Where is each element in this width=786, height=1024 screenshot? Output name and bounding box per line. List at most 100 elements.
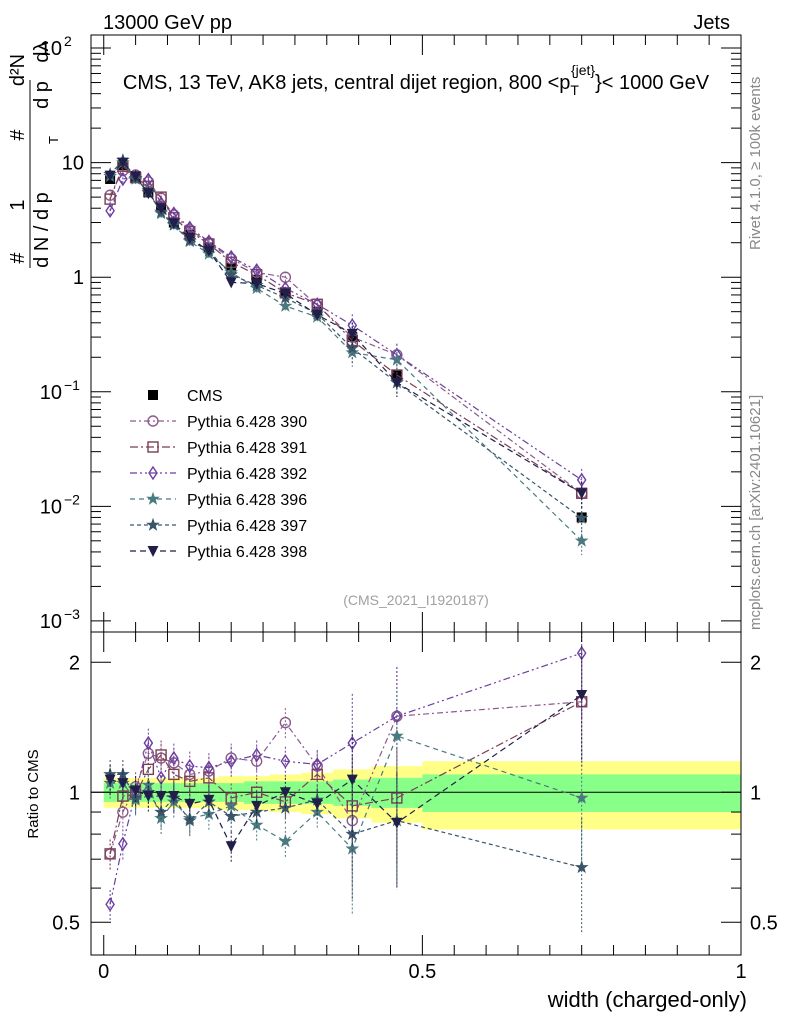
legend-marker-p396 bbox=[146, 491, 160, 505]
series-line-p390 bbox=[109, 169, 583, 494]
ratio-point-p392 bbox=[392, 708, 402, 724]
ratio-point-p392 bbox=[251, 747, 262, 763]
legend-label-cms: CMS bbox=[187, 388, 223, 405]
ratio-point-p396 bbox=[278, 834, 293, 848]
header-process: 13000 GeV pp bbox=[103, 12, 232, 34]
title-text: CMS, 13 TeV, AK8 jets, central dijet reg… bbox=[123, 72, 571, 94]
data-point-p398 bbox=[391, 377, 403, 389]
ratio-point-p398 bbox=[251, 800, 263, 812]
main-series-layer bbox=[103, 152, 589, 556]
legend-marker-p391 bbox=[147, 441, 159, 453]
x-tick-label: 0.5 bbox=[408, 961, 436, 983]
ratio-point-p391 bbox=[155, 749, 167, 761]
ratio-plot-panel: 0.5 0.51 12 2 0 0.5 1 Ratio to CMS width (cha… bbox=[25, 631, 778, 1012]
legend-marker-p390 bbox=[147, 415, 159, 427]
header-category: Jets bbox=[693, 12, 730, 34]
ratio-x-axis: 0 0.5 1 bbox=[98, 632, 747, 983]
y-tick-label: 10 bbox=[40, 38, 62, 60]
x-tick-label: 0 bbox=[98, 961, 109, 983]
ratio-point-p396 bbox=[390, 728, 404, 742]
data-point-p398 bbox=[203, 245, 215, 257]
analysis-watermark: (CMS_2021_I1920187) bbox=[343, 592, 489, 608]
series-line-p391 bbox=[109, 165, 583, 494]
ratio-point-p398 bbox=[311, 798, 323, 810]
legend-label-p396: Pythia 6.428 396 bbox=[187, 492, 307, 509]
ratio-point-p392 bbox=[226, 753, 237, 769]
data-point-p398 bbox=[155, 203, 167, 215]
ratio-y-axis-label: Ratio to CMS bbox=[25, 749, 42, 838]
ratio-point-p398 bbox=[168, 791, 180, 803]
y-tick-label: 10 bbox=[40, 382, 62, 404]
ratio-point-p398 bbox=[155, 791, 167, 803]
title-text: }< 1000 GeV bbox=[595, 72, 710, 94]
ratio-point-p398 bbox=[279, 787, 291, 799]
ratio-line-p392 bbox=[109, 652, 582, 905]
y-tick-exponent: −1 bbox=[64, 377, 80, 393]
ratio-y-tick-label: 1 bbox=[69, 782, 80, 804]
ratio-line-p396 bbox=[110, 735, 582, 850]
data-point-p392 bbox=[226, 249, 237, 265]
data-point-p396 bbox=[574, 533, 589, 547]
ratio-y-tick-label-right: 0.5 bbox=[750, 912, 778, 934]
data-point-p396 bbox=[278, 298, 293, 312]
y-tick-label: 10 bbox=[62, 153, 84, 175]
ratio-point-p398 bbox=[184, 798, 196, 810]
legend-marker-p398 bbox=[147, 546, 159, 557]
data-point-p398 bbox=[130, 171, 142, 183]
data-point-p392 bbox=[105, 203, 115, 219]
ratio-point-p392 bbox=[347, 735, 358, 751]
data-point-p398 bbox=[251, 278, 263, 290]
data-point-p392 bbox=[251, 262, 262, 278]
legend-label-p398: Pythia 6.428 398 bbox=[187, 544, 307, 561]
data-point-p398 bbox=[184, 232, 196, 244]
main-plot-frame bbox=[90, 34, 742, 633]
data-point-p398 bbox=[168, 218, 180, 230]
ratio-point-p398 bbox=[346, 774, 358, 786]
legend-label-p392: Pythia 6.428 392 bbox=[187, 466, 307, 483]
legend: CMS Pythia 6.428 390 Pythia 6.428 391 Pythi… bbox=[130, 388, 307, 561]
ylabel-subscript: T bbox=[46, 136, 61, 144]
title-sup: {jet} bbox=[571, 62, 595, 78]
legend-label-p397: Pythia 6.428 397 bbox=[187, 518, 307, 535]
series-line-p392 bbox=[109, 176, 583, 481]
legend-label-p391: Pythia 6.428 391 bbox=[187, 440, 307, 457]
ratio-point-p392 bbox=[105, 897, 115, 912]
ratio-point-p398 bbox=[203, 794, 215, 806]
ratio-point-p392 bbox=[143, 735, 154, 751]
ratio-y-tick-label-right: 1 bbox=[750, 782, 761, 804]
data-point-p398 bbox=[311, 309, 323, 321]
ylabel-hash: # bbox=[7, 252, 29, 264]
ylabel-denominator: d N / d p bbox=[31, 192, 53, 268]
data-point-p398 bbox=[142, 188, 154, 200]
data-point-p397 bbox=[574, 510, 589, 524]
legend-marker-cms bbox=[148, 390, 158, 400]
ratio-point-p392 bbox=[118, 836, 128, 852]
ylabel-numerator: d²N bbox=[7, 54, 29, 86]
ratio-point-p392 bbox=[280, 753, 291, 769]
ratio-point-p392 bbox=[156, 770, 166, 786]
series-line-p397 bbox=[109, 159, 583, 519]
data-point-p398 bbox=[346, 328, 358, 340]
legend-marker-p397 bbox=[146, 517, 160, 531]
legend-marker-p392 bbox=[148, 465, 158, 481]
data-point-p398 bbox=[117, 157, 129, 169]
legend-label-p390: Pythia 6.428 390 bbox=[187, 414, 307, 431]
data-point-p392 bbox=[576, 472, 587, 488]
title-sub: T bbox=[570, 82, 579, 98]
ratio-y-tick-label: 2 bbox=[69, 652, 80, 674]
ratio-y-axis: 0.5 0.5 1 1 2 2 bbox=[52, 652, 778, 934]
y-tick-exponent: −3 bbox=[64, 606, 80, 622]
ratio-point-p398 bbox=[117, 778, 129, 790]
ratio-point-p391 bbox=[117, 790, 129, 802]
ratio-point-p391 bbox=[142, 763, 155, 776]
x-axis-label: width (charged-only) bbox=[547, 987, 747, 1012]
y-tick-exponent: 2 bbox=[64, 33, 72, 49]
ratio-point-p397 bbox=[182, 813, 197, 827]
ratio-point-p392 bbox=[184, 758, 195, 774]
ylabel-hash: # bbox=[7, 129, 29, 141]
ratio-point-p396 bbox=[574, 790, 589, 804]
ratio-point-p390 bbox=[279, 716, 292, 729]
ratio-plot-frame bbox=[90, 631, 742, 956]
